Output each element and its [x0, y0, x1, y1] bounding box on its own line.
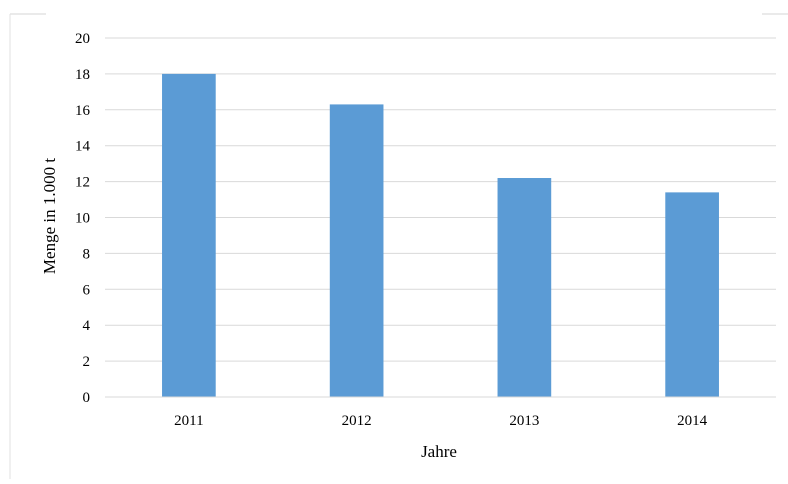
y-tick-label: 12 [75, 175, 90, 191]
gridlines [105, 37, 776, 362]
y-tick-label: 14 [75, 139, 91, 155]
bar-2014 [665, 192, 719, 397]
x-tick-label: 2012 [342, 413, 372, 429]
bar-2012 [329, 104, 384, 397]
y-axis-title: Menge in 1.000 t [40, 158, 59, 274]
x-axis-title: Jahre [421, 442, 457, 461]
y-tick-label: 4 [83, 318, 91, 334]
bar-2013 [497, 178, 552, 397]
bars [162, 73, 719, 398]
y-tick-label: 0 [83, 390, 91, 406]
x-tick-label: 2011 [174, 413, 203, 429]
y-tick-label: 20 [75, 31, 90, 47]
bar-2011 [162, 73, 216, 398]
y-tick-label: 6 [83, 282, 91, 298]
y-tick-labels: 0 2 4 6 8 10 12 14 16 18 20 [75, 31, 91, 406]
x-tick-labels: 2011 2012 2013 2014 [174, 413, 707, 429]
y-tick-label: 16 [75, 103, 91, 119]
y-tick-label: 2 [83, 354, 91, 370]
y-tick-label: 8 [83, 246, 91, 262]
x-tick-label: 2014 [677, 413, 708, 429]
x-tick-label: 2013 [509, 413, 539, 429]
y-tick-label: 18 [75, 67, 90, 83]
y-tick-label: 10 [75, 211, 90, 227]
